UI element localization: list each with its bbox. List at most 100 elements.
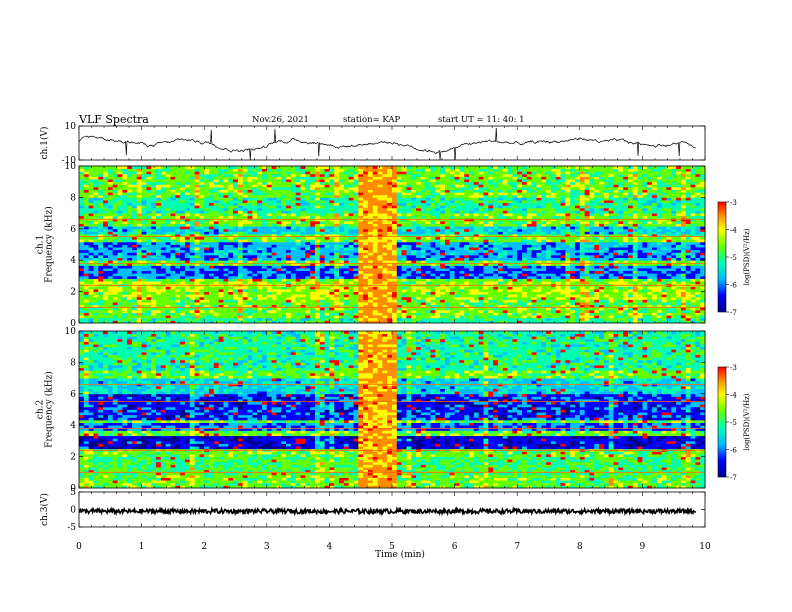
spectrogram-cell [300, 173, 306, 177]
spectrogram-cell [146, 252, 152, 256]
spectrogram-cell [271, 244, 277, 248]
spectrogram-cell [146, 223, 152, 227]
spectrogram-cell [146, 265, 152, 269]
spectrogram-cell [160, 171, 167, 175]
spectrogram-cell [165, 278, 171, 282]
spectrogram-cell [136, 260, 142, 264]
spectrogram-cell [257, 186, 263, 190]
spectrogram-cell [237, 241, 244, 245]
spectrogram-cell [392, 223, 398, 227]
spectrogram-cell [160, 299, 167, 303]
spectrogram-cell [276, 192, 282, 196]
spectrogram-cell [146, 312, 152, 316]
spectrogram-cell [247, 168, 253, 172]
spectrogram-cell [367, 265, 374, 269]
spectrogram-cell [88, 189, 94, 193]
spectrogram-cell [199, 304, 205, 308]
spectrogram-cell [261, 236, 268, 240]
spectrogram-cell [420, 194, 427, 198]
spectrogram-cell [444, 184, 451, 188]
spectrogram-cell [377, 234, 383, 238]
spectrogram-cell [401, 200, 407, 204]
spectrogram-cell [329, 184, 335, 188]
spectrogram-cell [266, 302, 273, 306]
spectrogram-cell [141, 296, 147, 300]
spectrogram-cell [363, 304, 369, 308]
spectrogram-cell [156, 205, 162, 209]
spectrogram-cell [261, 247, 268, 251]
spectrogram-cell [334, 299, 340, 303]
spectrogram-cell [131, 223, 138, 227]
spectrogram-cell [348, 320, 354, 324]
spectrogram-cell [478, 302, 484, 306]
spectrogram-cell [406, 168, 412, 172]
spectrogram-cell [103, 273, 109, 277]
spectrogram-cell [233, 234, 239, 238]
spectrogram-cell [396, 317, 403, 321]
spectrogram-cell [281, 205, 287, 209]
spectrogram-cell [160, 194, 167, 198]
spectrogram-cell [430, 296, 436, 300]
spectrogram-cell [416, 291, 422, 295]
spectrogram-cell [112, 192, 118, 196]
spectrogram-cell [175, 252, 181, 256]
spectrogram-cell [271, 317, 277, 321]
spectrogram-cell [136, 278, 142, 282]
spectrogram-cell [266, 231, 273, 235]
spectrogram-cell [406, 257, 412, 261]
spectrogram-cell [295, 265, 301, 269]
spectrogram-cell [131, 215, 138, 219]
spectrogram-cell [454, 265, 460, 269]
spectrogram-cell [310, 265, 316, 269]
spectrogram-cell [266, 234, 273, 238]
spectrogram-cell [252, 239, 258, 243]
spectrogram-cell [127, 241, 133, 245]
spectrogram-cell [464, 176, 470, 180]
spectrogram-cell [420, 275, 427, 279]
spectrogram-cell [382, 197, 388, 201]
spectrogram-cell [83, 307, 90, 311]
spectrogram-cell [416, 286, 422, 290]
spectrogram-cell [218, 241, 224, 245]
spectrogram-cell [223, 189, 229, 193]
spectrogram-cell [117, 278, 123, 282]
spectrogram-cell [387, 288, 393, 292]
spectrogram-cell [305, 302, 311, 306]
spectrogram-cell [189, 197, 195, 201]
spectrogram-cell [237, 210, 244, 214]
spectrogram-cell [175, 286, 181, 290]
spectrogram-cell [281, 241, 287, 245]
spectrogram-cell [305, 192, 311, 196]
spectrogram-cell [180, 288, 186, 292]
spectrogram-cell [237, 228, 244, 232]
spectrogram-cell [411, 302, 417, 306]
spectrogram-cell [180, 281, 186, 285]
spectrogram-cell [406, 176, 412, 180]
spectrogram-cell [180, 205, 186, 209]
spectrogram-cell [88, 226, 94, 230]
spectrogram-cell [295, 257, 301, 261]
spectrogram-cell [382, 260, 388, 264]
spectrogram-cell [257, 317, 263, 321]
spectrogram-cell [276, 252, 282, 256]
spectrogram-cell [170, 241, 176, 245]
spectrogram-cell [454, 262, 460, 266]
spectrogram-cell [165, 166, 171, 170]
spectrogram-cell [117, 197, 123, 201]
spectrogram-cell [339, 239, 345, 243]
spectrogram-cell [204, 315, 210, 319]
spectrogram-cell [103, 299, 109, 303]
spectrogram-cell [175, 168, 181, 172]
spectrogram-cell [189, 181, 195, 185]
spectrogram-cell [392, 220, 398, 224]
spectrogram-cell [295, 299, 301, 303]
spectrogram-cell [392, 265, 398, 269]
spectrogram-cell [112, 218, 118, 222]
spectrogram-cell [310, 302, 316, 306]
spectrogram-cell [83, 234, 90, 238]
spectrogram-cell [425, 226, 431, 230]
spectrogram-cell [276, 291, 282, 295]
spectrogram-cell [319, 210, 325, 214]
spectrogram-cell [271, 296, 277, 300]
spectrogram-cell [430, 307, 436, 311]
